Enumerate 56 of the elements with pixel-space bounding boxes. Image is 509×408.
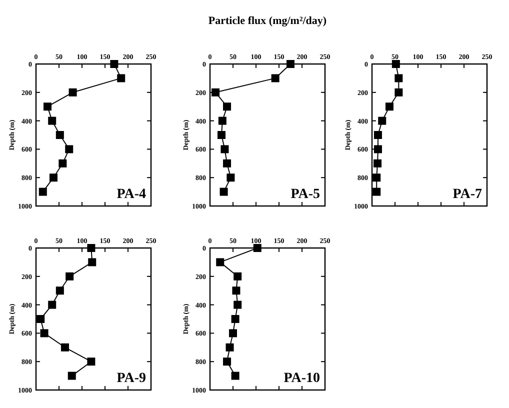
point bbox=[220, 188, 228, 196]
point bbox=[216, 258, 224, 266]
point bbox=[218, 131, 226, 139]
point bbox=[232, 286, 240, 295]
point bbox=[394, 74, 403, 82]
annotation: PA-4 bbox=[116, 187, 146, 202]
point bbox=[110, 60, 118, 68]
point bbox=[374, 131, 382, 139]
point bbox=[385, 102, 394, 111]
point bbox=[253, 244, 262, 252]
point bbox=[231, 315, 240, 323]
point bbox=[229, 329, 237, 338]
point bbox=[68, 372, 76, 380]
point bbox=[223, 159, 232, 168]
point bbox=[223, 358, 232, 366]
point bbox=[58, 159, 67, 168]
chart-title: Particle flux (mg/m²/day) bbox=[208, 15, 327, 27]
point bbox=[48, 116, 56, 125]
point bbox=[212, 88, 220, 96]
point bbox=[226, 174, 235, 182]
point bbox=[87, 244, 96, 252]
annotation: PA-5 bbox=[290, 187, 320, 202]
point bbox=[66, 272, 74, 280]
point bbox=[378, 116, 386, 125]
point bbox=[218, 116, 226, 125]
annotation: PA-7 bbox=[452, 187, 482, 202]
point bbox=[234, 300, 242, 309]
point bbox=[38, 188, 47, 196]
point bbox=[220, 145, 229, 154]
annotation: PA-10 bbox=[284, 371, 320, 386]
point bbox=[36, 315, 45, 323]
point bbox=[223, 102, 232, 111]
point bbox=[60, 343, 69, 352]
point bbox=[271, 74, 280, 82]
point bbox=[87, 358, 96, 366]
point bbox=[44, 102, 52, 111]
point bbox=[392, 60, 400, 68]
point bbox=[394, 88, 403, 96]
point bbox=[372, 188, 381, 196]
point bbox=[234, 272, 242, 280]
point bbox=[374, 159, 382, 168]
point bbox=[40, 329, 48, 338]
point bbox=[49, 174, 58, 182]
point bbox=[48, 300, 56, 309]
point bbox=[65, 145, 74, 154]
point bbox=[88, 258, 96, 266]
point bbox=[56, 131, 64, 139]
annotation: PA-9 bbox=[116, 371, 146, 386]
point bbox=[286, 60, 294, 68]
point bbox=[56, 286, 64, 295]
point bbox=[226, 343, 234, 352]
point bbox=[374, 145, 382, 154]
point bbox=[117, 74, 126, 82]
point bbox=[372, 174, 381, 182]
point bbox=[68, 88, 77, 96]
point bbox=[231, 372, 240, 380]
